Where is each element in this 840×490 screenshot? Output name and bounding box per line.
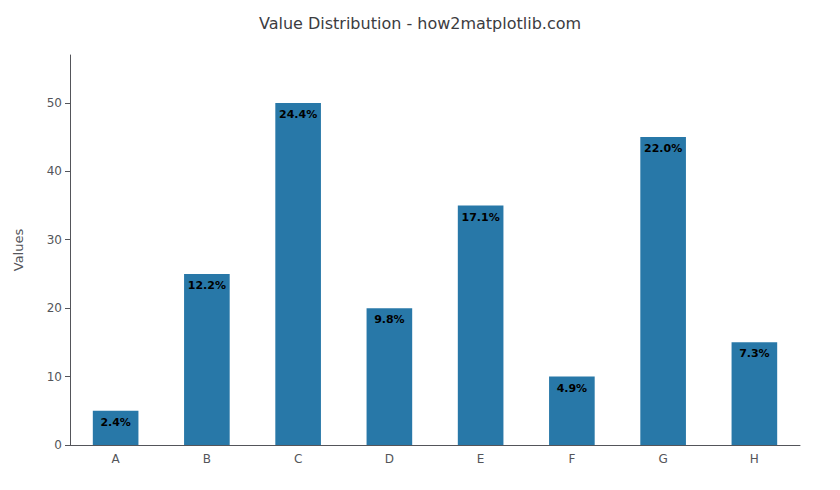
svg-text:22.0%: 22.0% — [644, 142, 682, 155]
svg-text:10: 10 — [47, 370, 62, 384]
svg-text:Value Distribution - how2matpl: Value Distribution - how2matplotlib.com — [259, 14, 581, 33]
svg-text:20: 20 — [47, 301, 62, 315]
svg-text:9.8%: 9.8% — [374, 313, 405, 326]
svg-text:4.9%: 4.9% — [557, 382, 588, 395]
svg-text:7.3%: 7.3% — [739, 347, 770, 360]
svg-text:Values: Values — [11, 229, 26, 272]
svg-text:50: 50 — [47, 96, 62, 110]
svg-text:D: D — [385, 452, 394, 466]
svg-text:17.1%: 17.1% — [462, 211, 500, 224]
svg-text:B: B — [203, 452, 211, 466]
svg-text:G: G — [658, 452, 667, 466]
svg-text:24.4%: 24.4% — [279, 108, 317, 121]
svg-text:30: 30 — [47, 233, 62, 247]
svg-text:40: 40 — [47, 164, 62, 178]
svg-text:2.4%: 2.4% — [100, 416, 131, 429]
svg-text:A: A — [112, 452, 121, 466]
svg-text:E: E — [477, 452, 485, 466]
svg-text:0: 0 — [54, 438, 62, 452]
svg-text:12.2%: 12.2% — [188, 279, 226, 292]
svg-text:F: F — [568, 452, 575, 466]
svg-text:H: H — [750, 452, 759, 466]
svg-text:C: C — [294, 452, 302, 466]
